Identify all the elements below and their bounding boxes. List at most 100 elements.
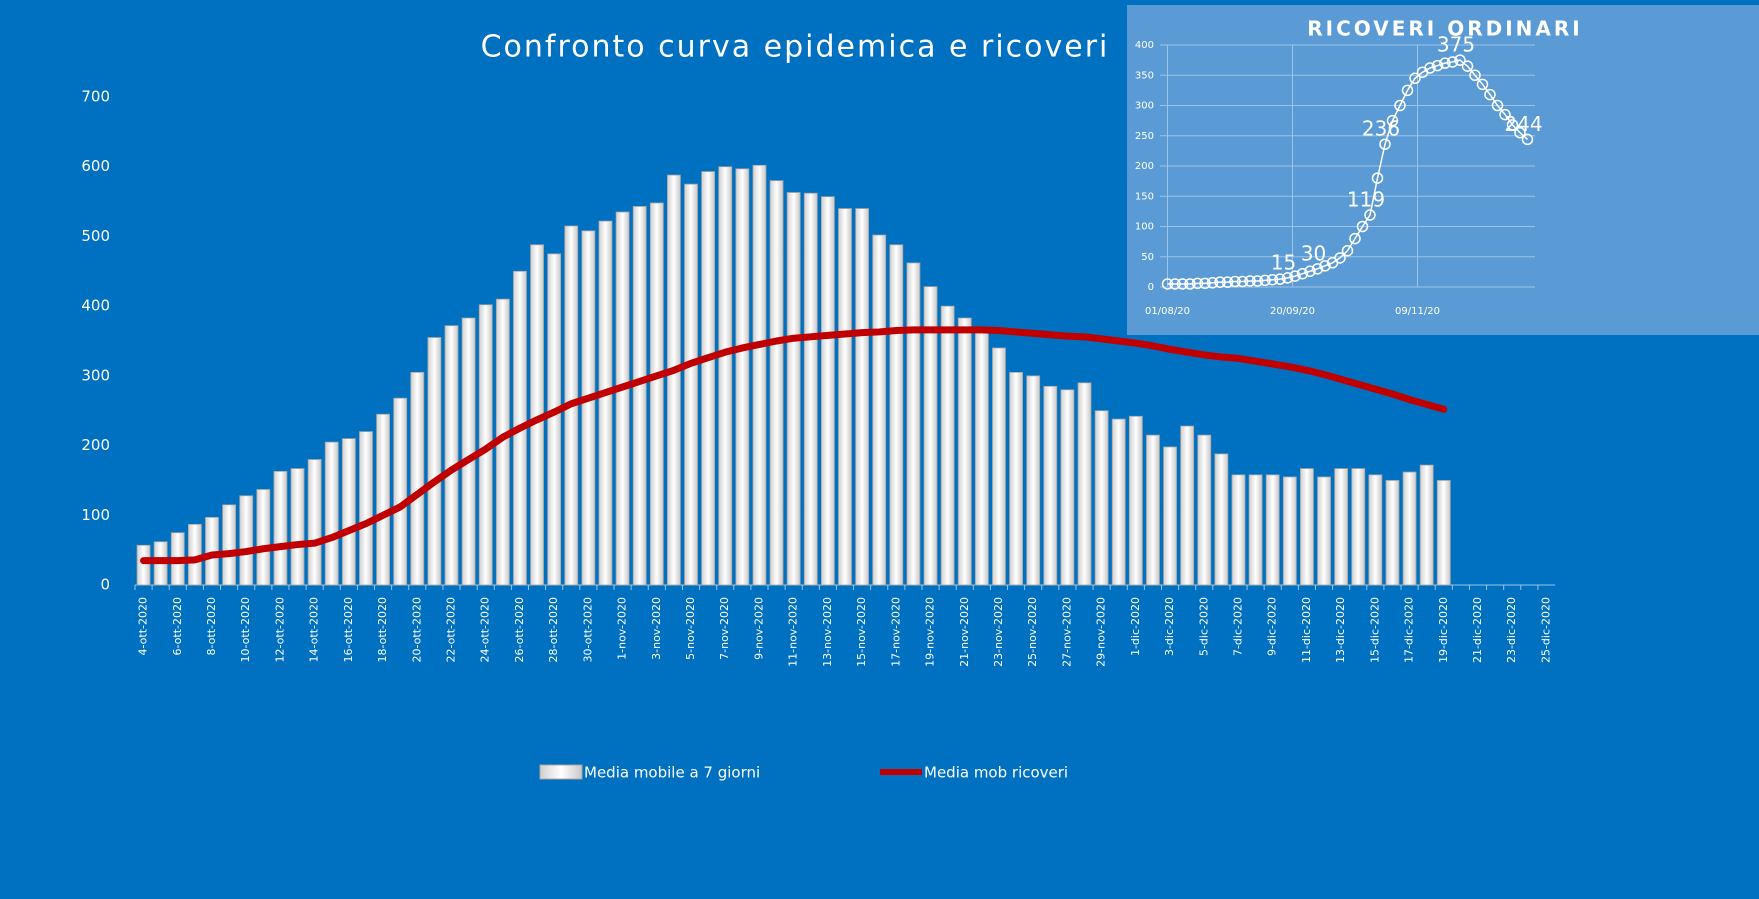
x-tick-label: 13-dic-2020: [1334, 597, 1347, 663]
point: [1446, 56, 1459, 68]
point: [1514, 126, 1526, 139]
x-tick-label: 9-nov-2020: [752, 597, 765, 660]
point: [1469, 69, 1481, 81]
bar: [1282, 476, 1297, 586]
bar: [667, 174, 681, 586]
point: [1289, 270, 1301, 282]
point: [1296, 267, 1309, 280]
x-tick-label: 9-dic-2020: [1266, 597, 1279, 656]
y-tick-label: 300: [1135, 101, 1154, 112]
point: [1371, 172, 1384, 184]
line: [1167, 59, 1528, 285]
bar: [1043, 385, 1058, 586]
x-tick-label: 22-ott-2020: [445, 597, 458, 663]
y-tick-label: 0: [100, 576, 110, 594]
y-tick-label: 600: [81, 157, 110, 175]
bar: [906, 262, 921, 586]
x-tick-label: 14-ott-2020: [308, 597, 321, 663]
point: [1506, 119, 1519, 131]
point: [1244, 275, 1256, 287]
point: [1304, 265, 1316, 278]
y-tick-label: 300: [81, 366, 110, 384]
x-tick-label: 18-ott-2020: [376, 597, 389, 663]
point: [1476, 78, 1489, 91]
bar: [1265, 474, 1280, 586]
x-tick-label: 8-ott-2020: [205, 597, 218, 656]
data-label: 15: [1271, 250, 1296, 274]
legend-swatch: [539, 764, 583, 780]
bar: [324, 441, 339, 586]
x-tick-label: 01/08/20: [1145, 306, 1190, 317]
x-tick-label: 24-ott-2020: [479, 597, 492, 663]
x-tick-label: 4-ott-2020: [137, 597, 150, 656]
bar: [735, 168, 750, 586]
bar: [1197, 434, 1212, 586]
bar: [872, 234, 887, 586]
point: [1356, 220, 1369, 233]
point: [1236, 275, 1249, 288]
x-tick-label: 3-nov-2020: [650, 597, 663, 660]
point: [1401, 84, 1414, 97]
y-tick-label: 500: [81, 227, 110, 245]
point: [1439, 57, 1451, 69]
bar: [701, 171, 716, 586]
bar: [632, 206, 647, 586]
x-tick-label: 28-ott-2020: [547, 597, 560, 663]
x-tick-label: 19-dic-2020: [1437, 597, 1450, 663]
x-tick-label: 10-ott-2020: [239, 597, 252, 663]
y-tick-label: 200: [81, 436, 110, 454]
bar: [222, 504, 236, 586]
bar: [427, 337, 442, 586]
y-tick-label: 100: [81, 506, 110, 524]
bar: [290, 468, 305, 586]
bar: [1368, 474, 1383, 586]
data-label: 244: [1504, 112, 1542, 136]
bar: [1128, 415, 1143, 586]
bar: [1351, 468, 1366, 586]
bar: [649, 202, 664, 586]
bar: [1009, 371, 1023, 586]
bar: [461, 317, 476, 586]
bar: [769, 180, 784, 586]
bar: [1180, 425, 1195, 586]
point: [1259, 274, 1271, 287]
bar: [1060, 389, 1075, 586]
point: [1394, 99, 1406, 112]
y-tick-label: 700: [81, 88, 110, 106]
x-tick-label: 17-nov-2020: [889, 597, 902, 667]
x-tick-label: 11-nov-2020: [787, 597, 800, 667]
bar: [889, 244, 904, 586]
bar: [1248, 474, 1263, 586]
bar: [615, 211, 630, 586]
x-tick-label: 19-nov-2020: [924, 597, 937, 667]
y-tick-label: 50: [1141, 252, 1154, 263]
bar: [820, 196, 835, 586]
bar: [307, 459, 322, 586]
point: [1454, 54, 1466, 66]
x-tick-label: 21-nov-2020: [958, 597, 971, 667]
bar: [684, 183, 698, 586]
point: [1341, 244, 1354, 257]
point: [1176, 278, 1189, 290]
bar: [855, 208, 870, 586]
point: [1199, 277, 1211, 290]
bar: [239, 495, 254, 586]
point: [1424, 62, 1436, 74]
x-tick-label: 5-nov-2020: [684, 597, 697, 660]
bar: [1231, 474, 1246, 586]
x-tick-label: 5-dic-2020: [1197, 597, 1210, 656]
bar: [547, 253, 562, 586]
point: [1214, 276, 1226, 288]
point: [1364, 209, 1376, 221]
x-tick-label: 1-dic-2020: [1129, 597, 1142, 656]
x-tick-label: 23-nov-2020: [992, 597, 1005, 667]
x-tick-label: 17-dic-2020: [1403, 597, 1416, 663]
point: [1161, 278, 1174, 290]
point: [1191, 277, 1204, 290]
inset-title: RICOVERI ORDINARI: [1307, 17, 1582, 41]
bar: [923, 286, 938, 586]
x-tick-label: 26-ott-2020: [513, 597, 526, 663]
bar: [1077, 382, 1092, 586]
bar: [376, 413, 390, 586]
